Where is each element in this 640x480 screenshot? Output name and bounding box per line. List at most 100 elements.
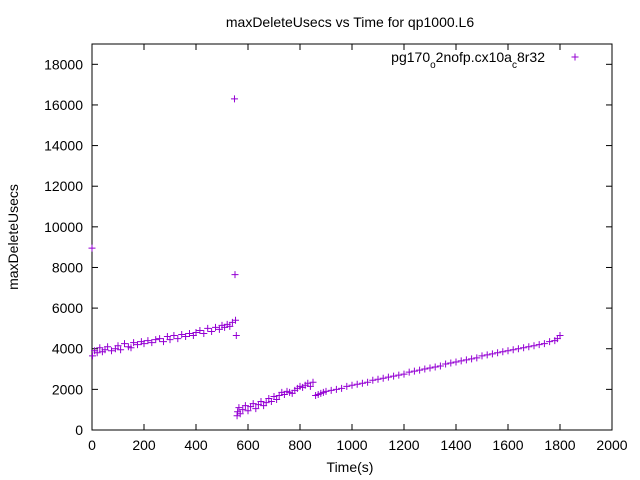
plot-frame <box>91 43 613 431</box>
x-tick-label: 1000 <box>336 437 367 453</box>
data-point <box>252 405 260 413</box>
data-point <box>273 396 281 404</box>
data-point <box>186 330 193 337</box>
x-tick-label: 0 <box>88 437 96 453</box>
data-points <box>88 95 564 420</box>
x-tick-label: 800 <box>288 437 312 453</box>
data-point <box>478 352 486 360</box>
data-point <box>416 366 424 374</box>
data-point <box>535 341 543 349</box>
data-point <box>114 342 122 350</box>
data-point <box>421 365 429 373</box>
data-point <box>239 406 247 414</box>
data-point <box>212 323 219 331</box>
data-point <box>89 352 97 360</box>
data-point <box>369 376 377 384</box>
data-point <box>178 331 186 339</box>
data-point <box>332 385 340 393</box>
data-point <box>400 370 408 378</box>
data-point <box>525 343 533 351</box>
chart-title: maxDeleteUsecs vs Time for qp1000.L6 <box>226 14 474 30</box>
data-point <box>327 386 335 394</box>
data-point <box>343 382 351 390</box>
data-point <box>93 349 101 357</box>
data-point <box>182 333 190 341</box>
data-point <box>499 348 507 356</box>
data-point <box>384 373 392 381</box>
data-point <box>473 354 481 362</box>
data-point <box>96 344 104 352</box>
x-tick-label: 1400 <box>440 437 471 453</box>
data-point <box>457 357 465 365</box>
data-point <box>395 371 403 379</box>
legend-label: pg170o2nofp.cx10ac8r32 <box>391 49 545 71</box>
legend-marker-plus-icon <box>571 53 579 61</box>
data-point <box>196 326 204 334</box>
data-point <box>200 330 208 337</box>
data-point <box>166 336 174 344</box>
data-point <box>215 325 223 333</box>
data-point <box>447 359 455 367</box>
data-point <box>231 271 239 279</box>
x-tick-label: 1200 <box>388 437 419 453</box>
x-axis: 0 200 400 600 800 1000 1200 1400 1600 1800 2000 <box>88 44 628 453</box>
data-point <box>410 367 418 375</box>
data-point <box>494 349 502 357</box>
data-point <box>192 328 200 336</box>
data-point <box>390 372 398 380</box>
data-point <box>148 339 156 347</box>
data-point <box>353 380 361 388</box>
data-point <box>121 340 128 348</box>
x-tick-label: 2000 <box>596 437 627 453</box>
data-point <box>364 378 372 386</box>
data-point <box>226 322 234 330</box>
y-tick-label: 14000 <box>44 138 83 154</box>
data-point <box>232 316 240 324</box>
data-point <box>546 338 554 346</box>
data-point <box>174 335 182 343</box>
data-point <box>235 404 243 412</box>
x-tick-label: 600 <box>236 437 260 453</box>
data-point <box>452 358 460 366</box>
data-point <box>152 336 160 344</box>
data-point <box>244 407 252 415</box>
data-point <box>232 332 240 340</box>
data-point <box>117 346 125 354</box>
y-tick-label: 8000 <box>52 259 83 275</box>
x-tick-label: 1600 <box>492 437 523 453</box>
data-point <box>134 341 141 349</box>
data-point <box>140 340 148 348</box>
y-axis-label: maxDeleteUsecs <box>5 184 21 290</box>
data-point <box>322 387 330 395</box>
data-point <box>267 398 275 406</box>
data-point <box>436 362 444 370</box>
legend: pg170o2nofp.cx10ac8r32 <box>391 49 579 71</box>
x-axis-label: Time(s) <box>327 459 374 475</box>
data-point <box>127 344 135 352</box>
legend-marker-plus <box>571 53 579 61</box>
data-point <box>442 360 450 368</box>
data-point <box>338 384 346 392</box>
data-point <box>509 346 517 354</box>
data-point <box>108 347 115 355</box>
x-tick-label: 200 <box>132 437 156 453</box>
data-point <box>88 244 96 252</box>
data-point <box>257 398 265 406</box>
y-tick-label: 16000 <box>44 97 83 113</box>
data-point <box>241 402 249 410</box>
y-tick-label: 10000 <box>44 219 83 235</box>
data-point <box>348 381 356 389</box>
data-point <box>262 399 270 407</box>
data-point <box>520 344 528 352</box>
data-point <box>156 335 164 343</box>
data-point <box>358 379 366 387</box>
data-point <box>514 345 522 353</box>
data-point <box>236 410 244 418</box>
x-tick-label: 400 <box>184 437 208 453</box>
data-point <box>249 400 257 408</box>
data-point <box>144 337 152 345</box>
data-point <box>104 343 112 351</box>
data-point <box>306 382 314 390</box>
data-point <box>309 378 317 386</box>
